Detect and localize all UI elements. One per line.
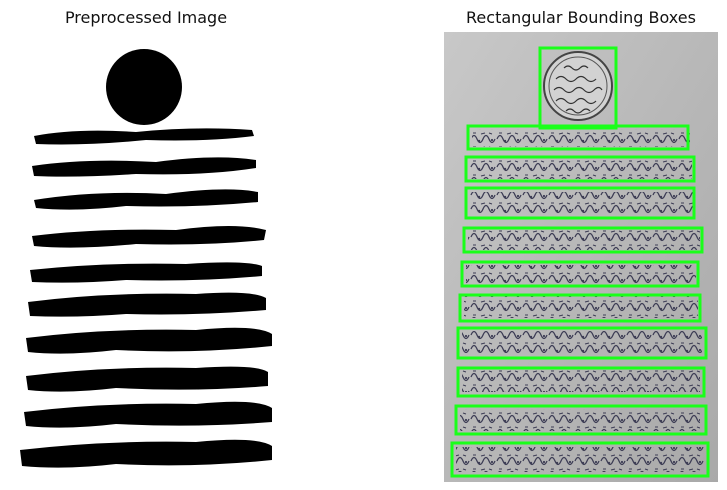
- line-blob-8: [26, 366, 268, 392]
- line-blob-10: [20, 439, 272, 468]
- line-blob-3: [34, 189, 258, 210]
- line-blob-9: [24, 401, 272, 428]
- handwritten-lines: [456, 129, 704, 472]
- bbox-line-3: [464, 186, 696, 220]
- line-blob-5: [30, 262, 262, 283]
- seal-blob: [106, 49, 182, 125]
- left-panel-title: Preprocessed Image: [64, 8, 228, 27]
- bbox-line-4: [462, 226, 704, 254]
- bbox-line-9: [454, 404, 708, 436]
- seal: [543, 51, 613, 121]
- bbox-line-2: [464, 155, 696, 183]
- bbox-seal: [538, 46, 618, 130]
- line-blob-7: [26, 327, 272, 354]
- bbox-line-7: [456, 326, 708, 360]
- bounding-boxes: [450, 46, 710, 478]
- right-panel-title: Rectangular Bounding Boxes: [466, 8, 696, 27]
- line-blob-2: [32, 157, 256, 177]
- preprocessed-image: [16, 36, 276, 481]
- line-blob-1: [34, 128, 254, 145]
- bounding-box-image: [444, 32, 718, 482]
- bbox-line-5: [460, 260, 700, 288]
- bbox-line-6: [458, 293, 702, 323]
- line-blob-4: [32, 226, 266, 248]
- bbox-line-10: [450, 441, 710, 478]
- bbox-line-8: [456, 366, 706, 398]
- line-blob-6: [28, 292, 266, 317]
- bbox-line-1: [466, 124, 690, 151]
